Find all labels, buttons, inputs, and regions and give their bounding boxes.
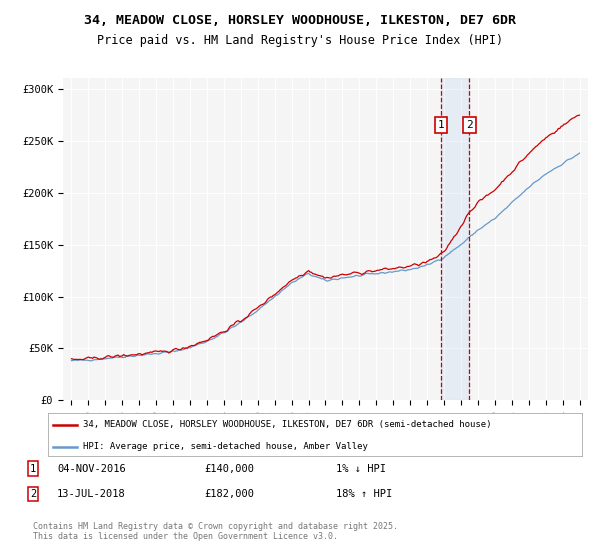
- Text: HPI: Average price, semi-detached house, Amber Valley: HPI: Average price, semi-detached house,…: [83, 442, 368, 451]
- Text: 2: 2: [30, 489, 36, 499]
- Text: £182,000: £182,000: [204, 489, 254, 499]
- Text: 18% ↑ HPI: 18% ↑ HPI: [336, 489, 392, 499]
- Text: 04-NOV-2016: 04-NOV-2016: [57, 464, 126, 474]
- Text: 1: 1: [438, 120, 445, 130]
- Text: Contains HM Land Registry data © Crown copyright and database right 2025.
This d: Contains HM Land Registry data © Crown c…: [33, 522, 398, 542]
- Text: 34, MEADOW CLOSE, HORSLEY WOODHOUSE, ILKESTON, DE7 6DR (semi-detached house): 34, MEADOW CLOSE, HORSLEY WOODHOUSE, ILK…: [83, 421, 491, 430]
- Text: 13-JUL-2018: 13-JUL-2018: [57, 489, 126, 499]
- Text: 34, MEADOW CLOSE, HORSLEY WOODHOUSE, ILKESTON, DE7 6DR: 34, MEADOW CLOSE, HORSLEY WOODHOUSE, ILK…: [84, 14, 516, 27]
- Text: £140,000: £140,000: [204, 464, 254, 474]
- Text: Price paid vs. HM Land Registry's House Price Index (HPI): Price paid vs. HM Land Registry's House …: [97, 34, 503, 46]
- Text: 1: 1: [30, 464, 36, 474]
- Text: 1% ↓ HPI: 1% ↓ HPI: [336, 464, 386, 474]
- Bar: [441, 78, 469, 400]
- Text: 2: 2: [466, 120, 473, 130]
